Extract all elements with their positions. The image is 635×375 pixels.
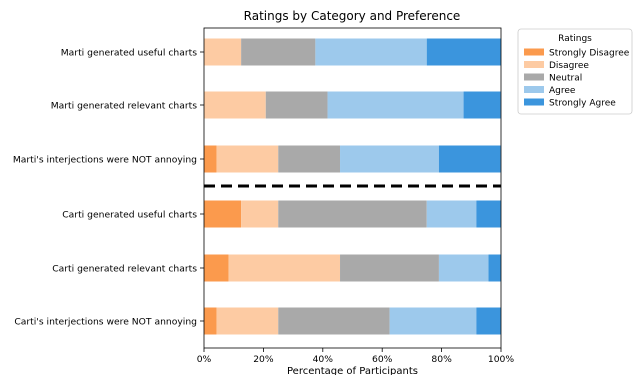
plot-frame	[203, 27, 502, 349]
x-tick-label: 0%	[197, 354, 212, 365]
legend-swatch-agree	[524, 86, 544, 93]
bar-segment-disagree	[204, 38, 242, 66]
bar-segment-strongly-disagree	[204, 200, 242, 228]
x-axis-label: Percentage of Participants	[287, 366, 418, 375]
x-tick-label: 100%	[488, 354, 515, 365]
bars-layer	[204, 38, 501, 335]
bar-segment-neutral	[241, 38, 316, 66]
bar-segment-strongly-agree	[426, 38, 501, 66]
bar-segment-agree	[426, 200, 477, 228]
bar-segment-agree	[327, 91, 464, 119]
bar-segment-strongly-agree	[438, 145, 501, 173]
chart-title: Ratings by Category and Preference	[244, 9, 461, 23]
legend-swatch-neutral	[524, 73, 544, 81]
y-tick-label: Marti generated relevant charts	[51, 101, 198, 112]
x-tick-label: 20%	[253, 354, 274, 365]
x-tick-label: 60%	[372, 354, 393, 365]
bar-segment-neutral	[265, 91, 328, 119]
legend-swatch-strongly-agree	[524, 98, 544, 106]
y-tick-label: Marti generated useful charts	[61, 48, 197, 59]
bar-segment-agree	[438, 254, 489, 282]
legend-label: Disagree	[549, 61, 589, 71]
y-tick-label: Carti generated useful charts	[62, 210, 197, 221]
legend-label: Neutral	[549, 74, 582, 84]
bar-segment-disagree	[241, 200, 279, 228]
x-tick-label: 80%	[431, 354, 452, 365]
y-tick-label: Carti generated relevant charts	[52, 264, 197, 275]
bar-segment-neutral	[340, 254, 439, 282]
legend-box	[517, 28, 633, 115]
legend-label: Strongly Agree	[549, 99, 616, 109]
bar-segment-disagree	[216, 145, 279, 173]
x-axis: 0% 20% 40% 60% 80% 100%	[197, 348, 515, 365]
bar-segment-strongly-disagree	[204, 254, 229, 282]
bar-segment-disagree	[204, 91, 266, 119]
bar-segment-strongly-agree	[476, 307, 501, 335]
y-axis: Marti generated useful charts Marti gener…	[13, 48, 204, 328]
bar-segment-strongly-disagree	[204, 145, 217, 173]
y-tick-label: Carti's interjections were NOT annoying	[14, 317, 197, 328]
bar-segment-neutral	[278, 307, 390, 335]
legend-label: Agree	[549, 86, 576, 96]
legend-label: Strongly Disagree	[549, 49, 630, 59]
bar-segment-neutral	[278, 200, 427, 228]
bar-segment-strongly-disagree	[204, 307, 217, 335]
x-tick-label: 40%	[313, 354, 334, 365]
bar-segment-strongly-agree	[476, 200, 501, 228]
bar-segment-disagree	[228, 254, 341, 282]
bar-segment-agree	[340, 145, 439, 173]
bar-segment-neutral	[278, 145, 341, 173]
legend-swatch-strongly-disagree	[524, 48, 544, 56]
bar-segment-strongly-agree	[463, 91, 501, 119]
bar-segment-disagree	[216, 307, 279, 335]
legend-title: Ratings	[558, 34, 592, 44]
y-tick-label: Marti's interjections were NOT annoying	[13, 155, 197, 166]
legend: Ratings Strongly Disagree Disagree Neutral A…	[517, 28, 633, 115]
bar-segment-agree	[315, 38, 427, 66]
bar-segment-strongly-agree	[488, 254, 501, 282]
bar-segment-agree	[389, 307, 477, 335]
legend-swatch-disagree	[524, 61, 544, 68]
